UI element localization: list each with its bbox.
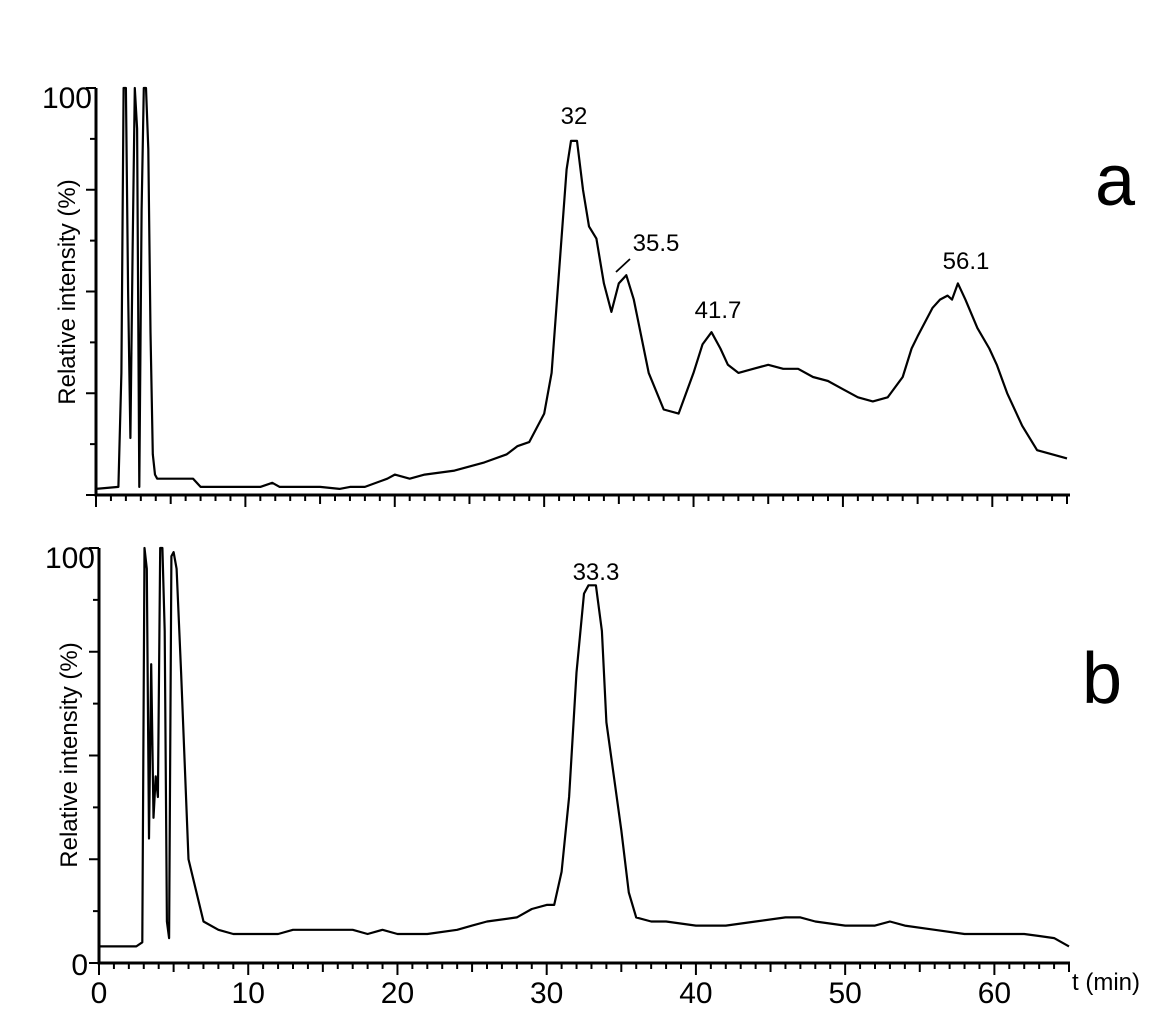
peak-label: 35.5 xyxy=(633,230,680,257)
panel-b: 0 10 20 30 40 50 60 100 0 Relative intensity (… xyxy=(45,542,1140,1010)
peak-leader-35-5 xyxy=(615,258,631,273)
x-tick-label: 40 xyxy=(679,977,712,1010)
panel-b-y-bottom-label: 0 xyxy=(71,949,88,982)
x-tick-label: 30 xyxy=(530,977,563,1010)
panel-a-y-ticks xyxy=(86,87,96,496)
panel-b-label: b xyxy=(1082,639,1122,719)
x-tick-label: 0 xyxy=(91,977,108,1010)
peak-label: 32 xyxy=(561,103,588,130)
panel-a-y-top-label: 100 xyxy=(42,82,92,115)
x-tick-label: 10 xyxy=(232,977,265,1010)
panel-b-x-axis-label: t (min) xyxy=(1072,969,1140,996)
peak-label: 41.7 xyxy=(695,297,742,324)
panel-b-series-line xyxy=(99,546,1070,948)
x-tick-label: 60 xyxy=(978,977,1011,1010)
x-tick-label: 20 xyxy=(381,977,414,1010)
panel-b-x-ticks: 0 10 20 30 40 50 60 xyxy=(91,963,1070,1010)
panel-a: 100 Relative intensity (%) a 32 35.5 41.7 5… xyxy=(42,82,1136,507)
panel-a-peak-labels: 32 35.5 41.7 56.1 xyxy=(561,103,990,324)
panel-a-series-line xyxy=(95,86,1068,490)
panel-b-peak-labels: 33.3 xyxy=(573,559,620,586)
panel-a-x-ticks xyxy=(95,495,1068,507)
panel-a-y-axis-label: Relative intensity (%) xyxy=(54,179,81,404)
x-tick-label: 50 xyxy=(828,977,861,1010)
panel-b-y-axis-label: Relative intensity (%) xyxy=(56,642,83,867)
peak-label: 56.1 xyxy=(943,248,990,275)
peak-label: 33.3 xyxy=(573,559,620,586)
panel-a-label: a xyxy=(1095,141,1136,221)
panel-b-y-top-label: 100 xyxy=(45,542,95,575)
